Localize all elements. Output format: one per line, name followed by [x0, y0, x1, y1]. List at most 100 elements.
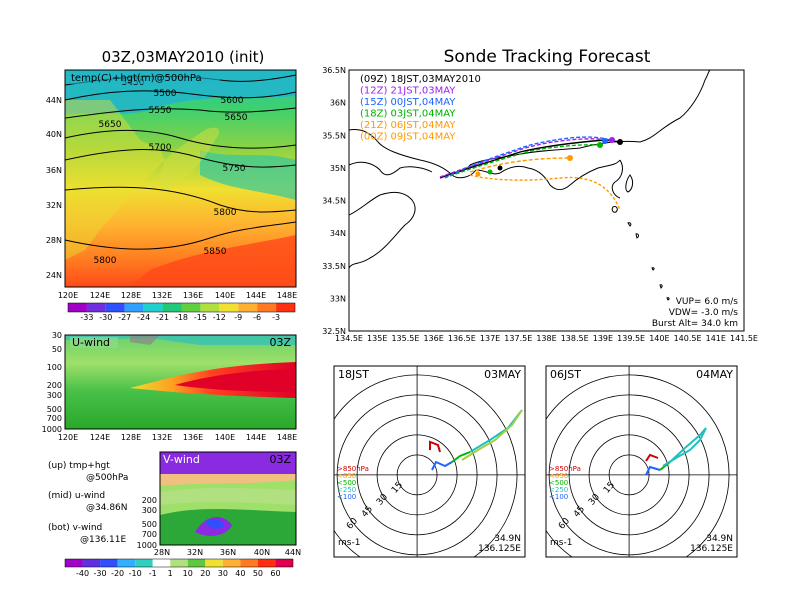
x-tick: 44N	[285, 548, 301, 557]
y-tick: 300	[142, 506, 157, 515]
colorbar-label: 30	[218, 569, 228, 578]
lon-tick: 134.5E	[335, 334, 363, 343]
lat-tick: 28N	[46, 236, 62, 245]
y-tick: 1000	[42, 425, 62, 434]
y-tick: 30	[52, 331, 62, 340]
lon-tick: 144E	[246, 291, 266, 300]
y-tick: 700	[47, 414, 62, 423]
colorbar-swatch	[117, 559, 136, 567]
y-tick: 500	[47, 405, 62, 414]
lon-tick: 137E	[480, 334, 500, 343]
legend-entry: (09Z) 18JST,03MAY2010	[360, 74, 481, 85]
lon-tick: 137.5E	[504, 334, 532, 343]
track-00z	[469, 174, 621, 211]
colorbar-swatch	[240, 559, 258, 567]
uwind-xticks: 120E 124E 128E 132E 136E 140E 144E 148E	[58, 433, 297, 442]
level-label: >850hPa	[337, 465, 369, 473]
hodograph-trace	[431, 460, 453, 471]
main-lon-ticks: 134.5E 135E 135.5E 136E 136.5E 137E 137.5E 138E…	[335, 334, 758, 343]
colorbar-swatch	[124, 303, 144, 312]
hodograph-time: 06JST	[550, 368, 581, 381]
y-tick: 200	[47, 381, 62, 390]
y-tick: 1000	[137, 541, 157, 550]
lat-tick: 35.5N	[322, 131, 346, 140]
hodograph-lat: 34.9N	[706, 534, 733, 544]
colorbar-frame	[67, 302, 296, 313]
colorbar-label: 40	[235, 569, 245, 578]
hodograph-trace	[451, 451, 471, 463]
colorbar-swatch	[100, 559, 118, 567]
colorbar-label: 50	[253, 569, 263, 578]
lon-tick: 136E	[423, 334, 443, 343]
colorbar-frame	[64, 558, 294, 568]
note-up: (up) tmp+hgt	[48, 461, 110, 471]
x-tick: 120E	[58, 433, 78, 442]
x-tick: 124E	[90, 433, 110, 442]
hodograph-trace	[662, 427, 707, 467]
note-bot-level: @136.11E	[80, 535, 126, 545]
contour-label: 5650	[99, 120, 122, 130]
left-lon-ticks: 120E 124E 128E 132E 136E 140E 144E 148E	[58, 291, 297, 300]
colorbar-label: -20	[111, 569, 124, 578]
lat-tick: 32N	[46, 201, 62, 210]
level-label: <250	[337, 486, 356, 494]
colorbar-label: -18	[175, 313, 188, 322]
x-tick: 36N	[220, 548, 236, 557]
level-label: <850	[549, 472, 568, 480]
colorbar-label: -40	[76, 569, 89, 578]
lon-tick: 138.5E	[561, 334, 589, 343]
colorbar-swatch	[275, 559, 293, 567]
note-bot: (bot) v-wind	[48, 523, 102, 533]
lat-tick: 32.5N	[322, 327, 346, 336]
vwind-panel: V-wind 03Z	[159, 451, 297, 546]
colorbar-swatch	[82, 559, 101, 567]
left-panel-title: 03Z,03MAY2010 (init)	[102, 48, 265, 66]
colorbar-label: -6	[253, 313, 261, 322]
colorbar-swatch	[105, 303, 125, 312]
colorbar-label: -30	[99, 313, 112, 322]
vwind-time: 03Z	[269, 453, 291, 466]
hodograph-lon: 136.125E	[478, 544, 521, 554]
uwind-label: U-wind	[72, 336, 110, 349]
lat-tick: 36N	[330, 99, 346, 108]
hodograph-frame	[333, 365, 526, 558]
lon-tick: 140E	[649, 334, 669, 343]
colorbar-swatch	[205, 559, 223, 567]
contour-label: 5650	[225, 113, 248, 123]
vwind-yticks: 200 300 500 700 1000	[137, 496, 157, 550]
vdw-text: VDW= -3.0 m/s	[669, 308, 739, 318]
lat-tick: 36N	[46, 166, 62, 175]
lat-tick: 33N	[330, 294, 346, 303]
lat-tick: 34N	[330, 229, 346, 238]
colorbar-swatch	[276, 303, 295, 312]
lon-tick: 135E	[367, 334, 387, 343]
legend-entry: (15Z) 00JST,04MAY	[360, 97, 456, 108]
colorbar-swatch	[68, 303, 87, 312]
colorbar-label: -10	[129, 569, 142, 578]
note-mid-level: @34.86N	[86, 503, 128, 513]
lat-tick: 35N	[330, 164, 346, 173]
lon-tick: 128E	[121, 291, 141, 300]
note-up-level: @500hPa	[86, 473, 128, 483]
lon-tick: 136E	[183, 291, 203, 300]
level-label: <500	[549, 479, 568, 487]
main-lat-ticks: 36.5N 36N 35.5N 35N 34.5N 34N 33.5N 33N 32.5N	[322, 66, 346, 336]
lon-tick: 139.5E	[617, 334, 645, 343]
lon-tick: 136.5E	[448, 334, 476, 343]
hodograph-date: 03MAY	[484, 368, 521, 381]
contour-label: 5500	[154, 89, 177, 99]
colorbar-label: -27	[118, 313, 131, 322]
legend-entry: (21Z) 06JST,04MAY	[360, 120, 456, 131]
lon-tick: 138E	[536, 334, 556, 343]
colorbar-label: -9	[234, 313, 242, 322]
level-label: >850hPa	[549, 465, 581, 473]
hodograph-unit: ms-1	[550, 538, 572, 548]
lat-tick: 44N	[46, 96, 62, 105]
lat-tick: 33.5N	[322, 262, 346, 271]
x-tick: 28N	[154, 548, 170, 557]
level-label: <100	[337, 493, 356, 501]
lon-tick: 120E	[58, 291, 78, 300]
level-label: <250	[549, 486, 568, 494]
colorbar-label: 1	[168, 569, 173, 578]
